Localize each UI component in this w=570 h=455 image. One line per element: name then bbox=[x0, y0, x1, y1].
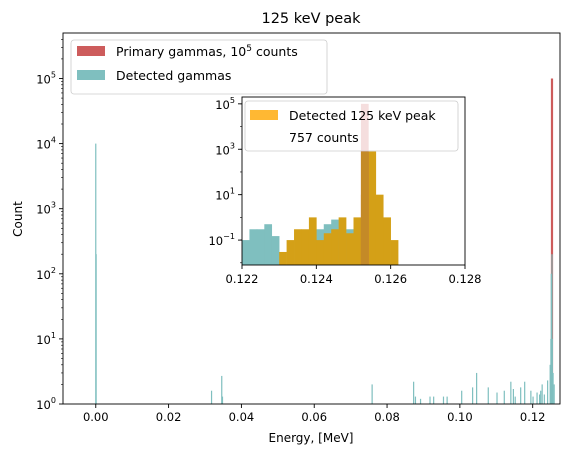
y-tick-label-3: 103 bbox=[36, 201, 56, 217]
inset-bar-1-13 bbox=[375, 194, 384, 265]
inset-bar-1-8 bbox=[338, 217, 347, 265]
inset-bar-1-2 bbox=[294, 229, 302, 265]
main-legend-box bbox=[70, 39, 328, 95]
detected-bar-37 bbox=[552, 372, 554, 404]
main-plot: 0.00 0.02 0.04 0.06 0.08 0.10 0.12 100 101 102 103… bbox=[36, 32, 561, 424]
main-legend: Primary gammas, 105 counts Detected gamma… bbox=[70, 39, 328, 95]
detected-bar-38 bbox=[553, 384, 555, 404]
y-tick-label-4: 104 bbox=[36, 136, 56, 152]
x-axis-label: Energy, [MeV] bbox=[269, 431, 354, 445]
x-tick-label-3: 0.06 bbox=[301, 410, 327, 424]
detected-bar-22 bbox=[520, 387, 522, 404]
inset-y-tick-label-0: 10−1 bbox=[208, 232, 235, 248]
detected-bar-21 bbox=[514, 396, 516, 404]
inset-bar-0-0 bbox=[242, 240, 250, 265]
inset-x-tick-label-0: 0.122 bbox=[226, 272, 259, 286]
inset-bar-3-0 bbox=[360, 151, 369, 265]
detected-bar-20 bbox=[512, 388, 514, 404]
detected-bar-4 bbox=[221, 396, 224, 404]
inset-y-tick-label-3: 105 bbox=[215, 96, 235, 112]
detected-bar-30 bbox=[543, 394, 545, 404]
detected-bar-7 bbox=[414, 396, 417, 404]
detected-bar-17 bbox=[496, 392, 498, 404]
detected-bar-11 bbox=[442, 396, 445, 404]
main-legend-label-1: Detected gammas bbox=[116, 68, 231, 83]
y-tick-label-5: 105 bbox=[36, 71, 56, 87]
detected-bar-28 bbox=[540, 390, 542, 404]
inset-legend-box bbox=[244, 100, 459, 152]
detected-bar-5 bbox=[371, 384, 373, 404]
detected-bar-8 bbox=[419, 398, 422, 404]
inset-bar-0-3 bbox=[264, 224, 273, 265]
detected-bar-10 bbox=[433, 396, 435, 404]
y-tick-label-0: 100 bbox=[36, 396, 56, 412]
x-tick-label-0: 0.00 bbox=[83, 410, 109, 424]
inset-bar-1-9 bbox=[346, 233, 354, 265]
detected-bar-12 bbox=[446, 396, 448, 404]
x-tick-label-5: 0.10 bbox=[447, 410, 473, 424]
inset-bar-1-5 bbox=[316, 240, 325, 265]
main-legend-label-0: Primary gammas, 105 counts bbox=[116, 44, 298, 59]
inset-bar-0-1 bbox=[249, 229, 258, 265]
inset-legend-label-1: 757 counts bbox=[289, 130, 359, 145]
detected-bar-13 bbox=[461, 390, 463, 404]
inset-bar-1-12 bbox=[368, 151, 377, 265]
inset-x-tick-label-1: 0.124 bbox=[300, 272, 333, 286]
detected-bar-35 bbox=[551, 254, 553, 404]
y-tick-label-2: 102 bbox=[36, 266, 56, 282]
detected-bar-27 bbox=[539, 394, 541, 404]
x-tick-label-4: 0.08 bbox=[374, 410, 400, 424]
detected-bar-14 bbox=[472, 387, 474, 404]
inset-bar-0-2 bbox=[256, 229, 265, 265]
detected-bar-18 bbox=[503, 390, 505, 404]
x-tick-label-1: 0.02 bbox=[156, 410, 182, 424]
inset-bar-1-10 bbox=[353, 217, 362, 265]
inset-legend-swatch-0 bbox=[250, 110, 278, 120]
inset-bar-1-14 bbox=[383, 217, 391, 265]
y-tick-label-1: 101 bbox=[36, 331, 56, 347]
y-axis-label: Count bbox=[11, 201, 25, 237]
inset-x-tick-label-2: 0.126 bbox=[374, 272, 407, 286]
inset-bar-1-15 bbox=[390, 240, 399, 265]
inset-bar-1-3 bbox=[301, 229, 310, 265]
detected-bar-25 bbox=[532, 396, 534, 404]
inset-legend: Detected 125 keV peak 757 counts bbox=[244, 100, 459, 152]
detected-bar-36 bbox=[551, 338, 553, 404]
inset-bar-1-7 bbox=[331, 229, 339, 265]
inset-frame bbox=[241, 96, 466, 266]
x-tick-label-6: 0.12 bbox=[520, 410, 546, 424]
inset-bar-0-4 bbox=[271, 236, 280, 265]
inset-bar-1-6 bbox=[323, 233, 332, 265]
detected-bar-23 bbox=[524, 381, 526, 404]
detected-bar-32 bbox=[549, 364, 551, 404]
detected-bar-29 bbox=[541, 384, 543, 404]
detected-bar-2 bbox=[210, 390, 213, 404]
inset-bar-1-0 bbox=[279, 251, 287, 265]
chart-title: 125 keV peak bbox=[261, 11, 361, 27]
detected-bar-15 bbox=[476, 372, 478, 404]
inset-legend-label-0: Detected 125 keV peak bbox=[289, 108, 436, 123]
detected-bar-31 bbox=[547, 380, 549, 404]
detected-bar-9 bbox=[429, 396, 431, 404]
main-legend-swatch-1 bbox=[77, 70, 105, 80]
inset-y-tick-label-2: 103 bbox=[215, 141, 235, 157]
detected-bar-24 bbox=[530, 390, 532, 404]
detected-bar-16 bbox=[487, 387, 489, 404]
detected-bar-34 bbox=[550, 273, 552, 404]
detected-bar-19 bbox=[510, 381, 512, 404]
inset-bar-1-1 bbox=[286, 240, 295, 265]
main-legend-swatch-0 bbox=[77, 46, 105, 56]
primary-bar-0 bbox=[550, 78, 554, 404]
inset-bar-1-4 bbox=[308, 217, 317, 265]
detected-bar-6 bbox=[413, 381, 415, 404]
inset-x-tick-label-3: 0.128 bbox=[449, 272, 482, 286]
x-tick-label-2: 0.04 bbox=[229, 410, 255, 424]
detected-bar-26 bbox=[536, 392, 538, 404]
detected-bar-3 bbox=[221, 375, 223, 404]
inset-y-tick-label-1: 101 bbox=[215, 187, 235, 203]
detected-bar-1 bbox=[95, 254, 97, 404]
